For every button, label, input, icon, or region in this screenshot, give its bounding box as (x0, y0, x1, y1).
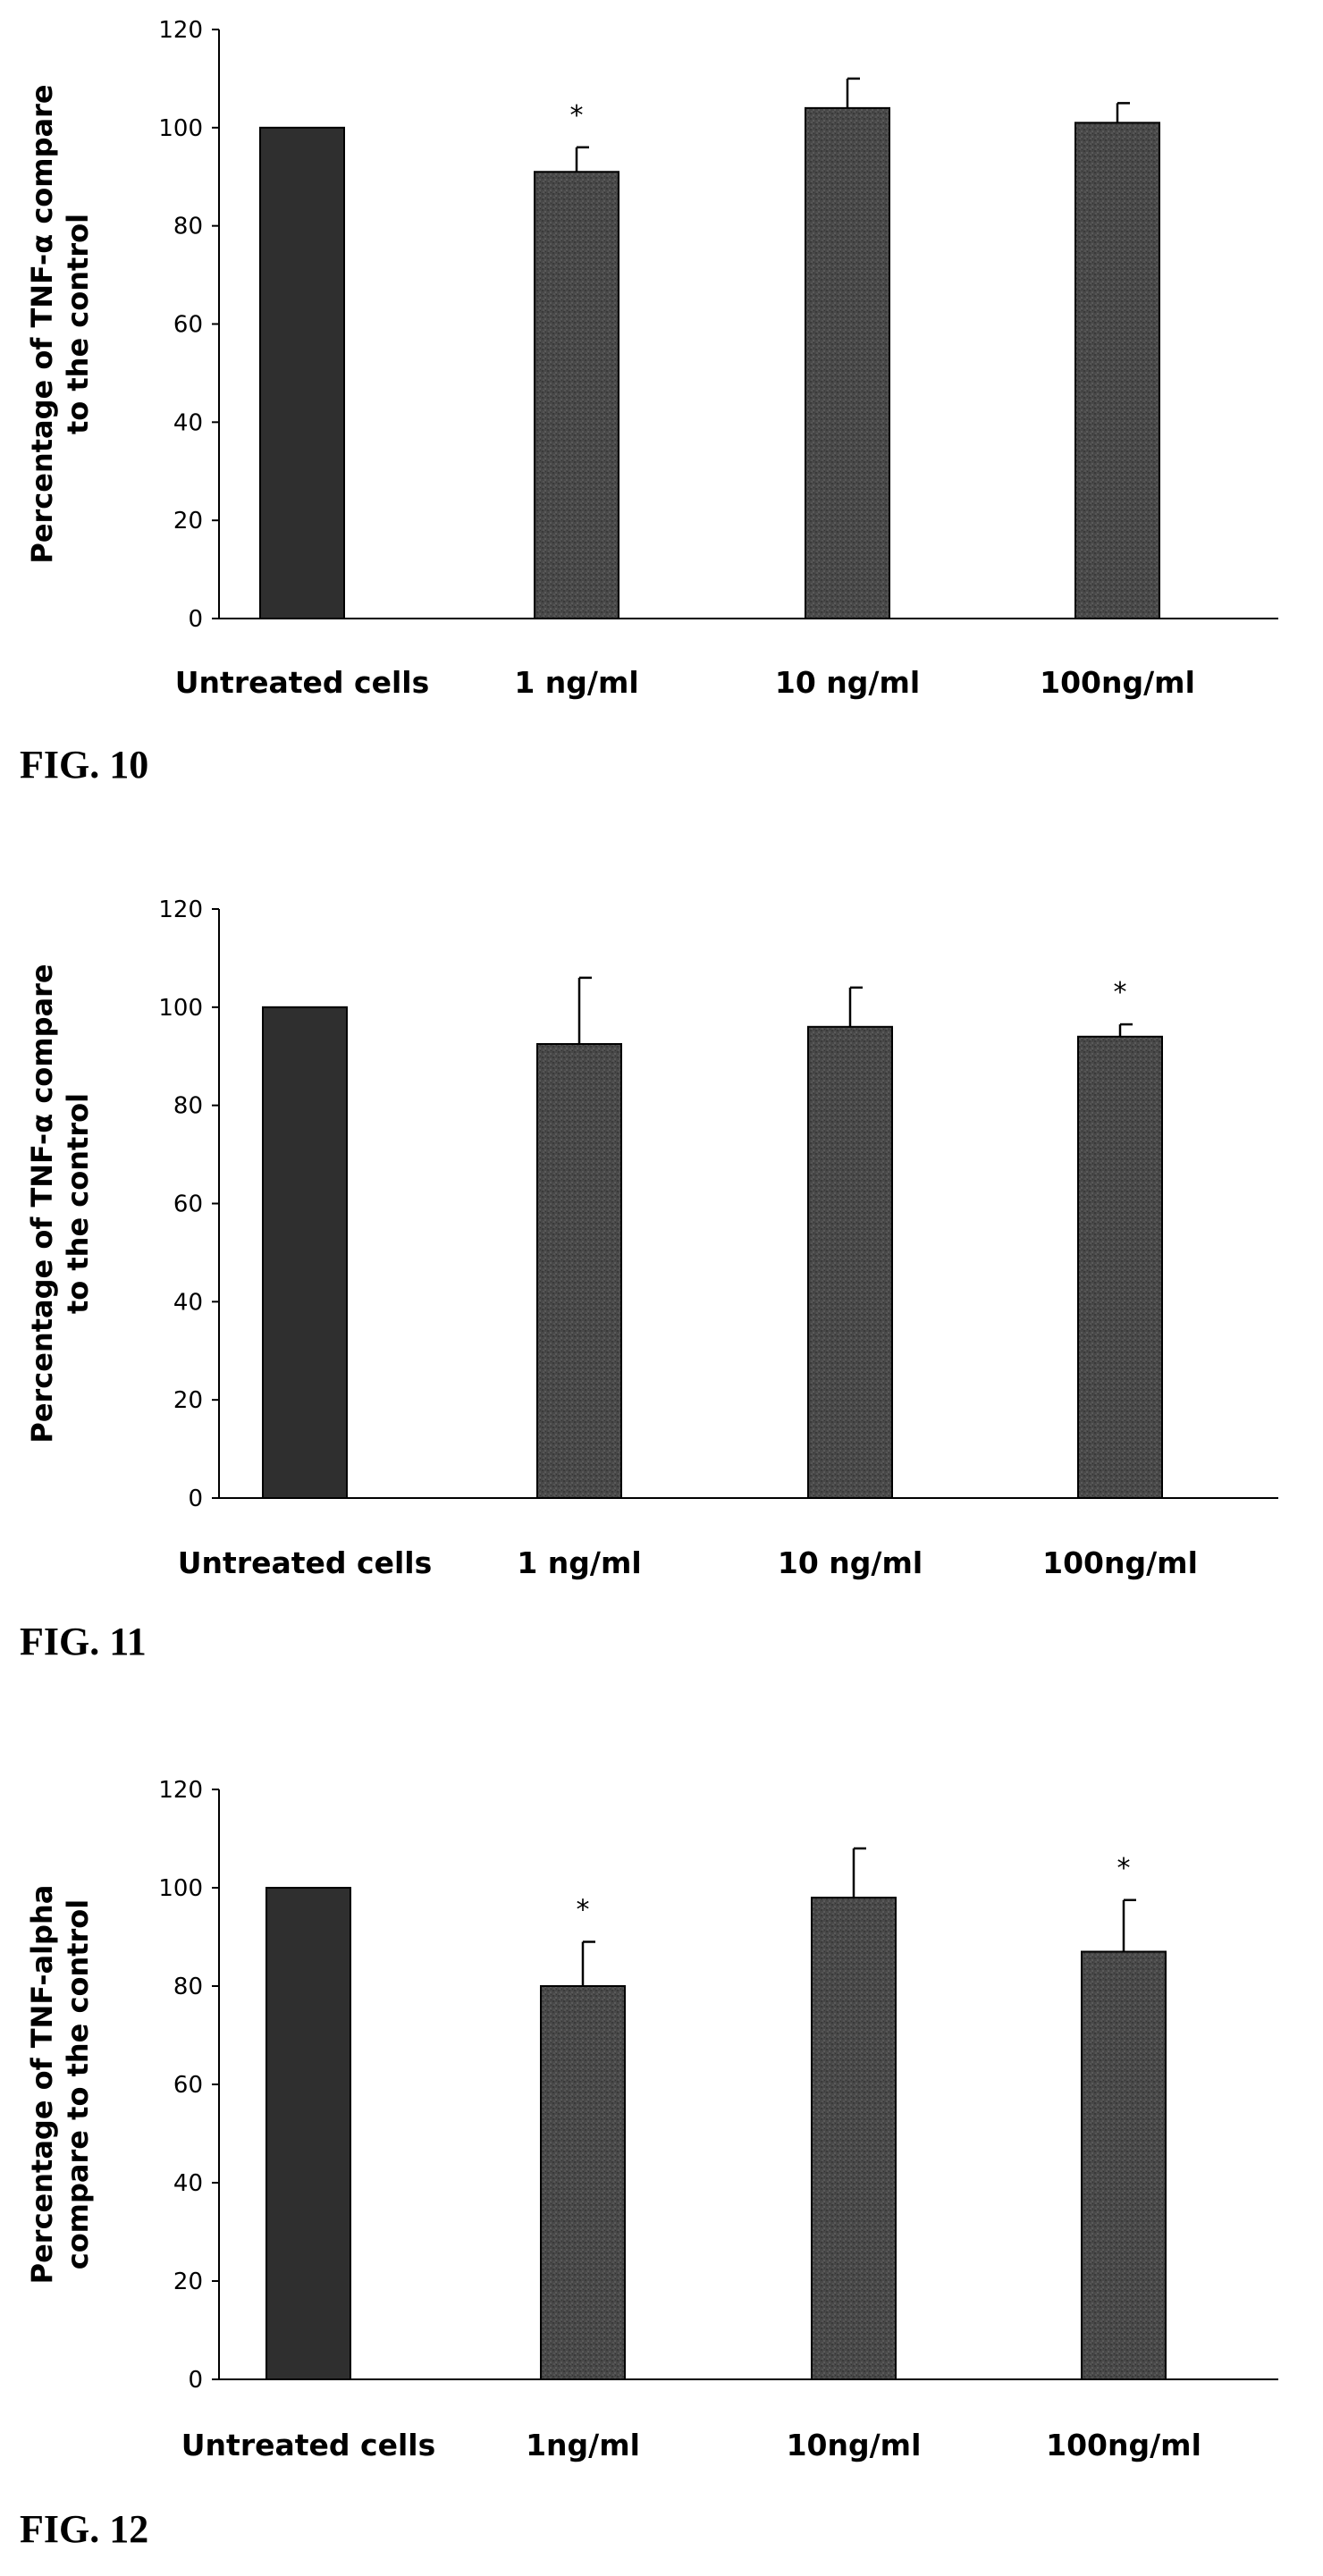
y-tick-label: 120 (158, 1777, 203, 1804)
y-tick-label: 120 (158, 17, 203, 44)
category-label: 1ng/ml (526, 2428, 640, 2462)
bar (807, 1025, 893, 1500)
bar (1074, 122, 1160, 619)
y-tick-label: 0 (188, 2367, 203, 2394)
figure-label: FIG. 11 (20, 1620, 147, 1663)
y-axis-label: Percentage of TNF-alpha (25, 1885, 59, 2285)
y-tick-label: 0 (188, 606, 203, 633)
bar (534, 171, 619, 619)
y-tick-label: 100 (158, 995, 203, 1022)
y-axis-label: to the control (61, 1093, 95, 1314)
chart-panel-3: 0 20 40 60 80 100 120 Percentage of TNF-alpha co… (20, 1777, 1278, 2551)
y-tick-label: 120 (158, 897, 203, 923)
chart-panel-2: 0 20 40 60 80 100 120 Percentage of TNF-α compa… (20, 897, 1278, 1663)
y-axis-label: Percentage of TNF-α compare (25, 84, 59, 563)
category-label: 10 ng/ml (778, 1545, 923, 1580)
y-tick-label: 0 (188, 1486, 203, 1512)
category-label: 10 ng/ml (775, 665, 920, 700)
category-label: 1 ng/ml (514, 665, 638, 700)
y-tick-label: 40 (173, 409, 203, 436)
significance-marker: * (1117, 1853, 1131, 1884)
category-label: 1 ng/ml (517, 1545, 641, 1580)
y-tick-label: 20 (173, 1387, 203, 1414)
category-label: Untreated cells (181, 2428, 435, 2462)
chart-panel-1: 0 20 40 60 80 100 120 Percentage of TNF-α compa… (20, 17, 1278, 787)
category-label: 10ng/ml (787, 2428, 922, 2462)
y-tick-label: 80 (173, 214, 203, 240)
y-tick-label: 20 (173, 508, 203, 535)
y-tick-label: 60 (173, 1191, 203, 1218)
y-axis-label: compare to the control (61, 1899, 95, 2270)
y-axis-label: to the control (61, 214, 95, 434)
category-label: 100ng/ml (1042, 1545, 1198, 1580)
y-tick-label: 60 (173, 312, 203, 339)
y-tick-label: 60 (173, 2072, 203, 2099)
bar (805, 106, 890, 620)
significance-marker: * (1114, 977, 1127, 1008)
bar (540, 1985, 626, 2380)
y-tick-label: 20 (173, 2269, 203, 2295)
category-label: 100ng/ml (1046, 2428, 1201, 2462)
category-label: Untreated cells (178, 1545, 432, 1580)
y-tick-label: 40 (173, 1289, 203, 1316)
significance-marker: * (570, 100, 584, 131)
y-tick-label: 80 (173, 1093, 203, 1120)
bar (536, 1043, 622, 1500)
bar (1081, 1950, 1167, 2380)
y-axis-label: Percentage of TNF-α compare (25, 964, 59, 1443)
figure-label: FIG. 10 (20, 743, 148, 787)
category-label: Untreated cells (175, 665, 429, 700)
category-label: 100ng/ml (1040, 665, 1195, 700)
bar (265, 1887, 351, 2380)
figure-label: FIG. 12 (20, 2507, 148, 2551)
y-tick-label: 80 (173, 1974, 203, 2000)
y-tick-label: 100 (158, 1875, 203, 1902)
bar (811, 1897, 897, 2380)
significance-marker: * (577, 1895, 590, 1926)
bar (262, 1006, 348, 1500)
bar (259, 126, 345, 620)
y-tick-label: 40 (173, 2170, 203, 2197)
bar (1077, 1035, 1163, 1499)
y-tick-label: 100 (158, 115, 203, 142)
